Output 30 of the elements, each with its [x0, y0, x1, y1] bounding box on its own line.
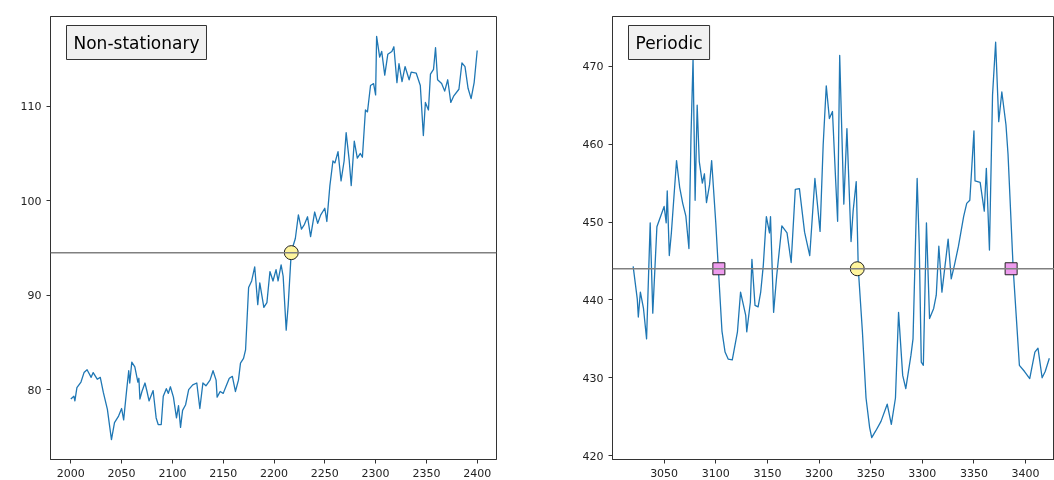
x-tick-label: 3400 — [1011, 466, 1040, 480]
y-tick-label: 430 — [582, 371, 604, 385]
y-tick-label: 420 — [582, 449, 604, 463]
x-tick-label: 3250 — [856, 466, 885, 480]
x-tick-label: 2400 — [463, 466, 492, 480]
line-series — [70, 35, 478, 441]
x-tick-label: 2250 — [310, 466, 339, 480]
x-tick-label: 3350 — [959, 466, 988, 480]
y-tick-label: 90 — [27, 289, 42, 303]
y-tick-label: 100 — [20, 194, 42, 208]
x-tick-label: 3200 — [805, 466, 834, 480]
x-tick-label: 3050 — [650, 466, 679, 480]
y-tick-label: 110 — [20, 100, 42, 114]
x-tick-label: 3100 — [701, 466, 730, 480]
x-tick-label: 2100 — [158, 466, 187, 480]
x-tick-label: 3150 — [753, 466, 782, 480]
y-tick-label: 470 — [582, 60, 604, 74]
x-tick-label: 2050 — [107, 466, 136, 480]
y-tick-label: 450 — [582, 216, 604, 230]
x-tick-label: 2000 — [56, 466, 85, 480]
x-tick-label: 3300 — [908, 466, 937, 480]
x-tick-label: 2350 — [412, 466, 441, 480]
y-tick-label: 460 — [582, 138, 604, 152]
text: Periodic — [635, 32, 703, 53]
x-tick-label: 2150 — [209, 466, 238, 480]
y-tick-label: 80 — [27, 383, 42, 397]
x-tick-label: 2200 — [260, 466, 289, 480]
x-tick-label: 2300 — [361, 466, 390, 480]
text: Non-stationary — [73, 32, 200, 53]
y-tick-label: 440 — [582, 293, 604, 307]
